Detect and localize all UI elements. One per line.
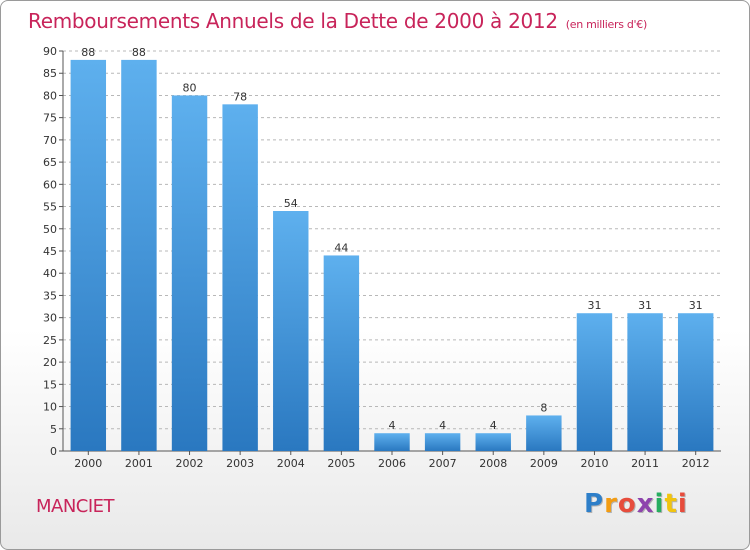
y-tick-label: 30: [43, 312, 57, 325]
bar-2003: [222, 104, 258, 451]
value-label: 31: [587, 299, 601, 312]
y-tick-label: 60: [43, 178, 57, 191]
chart-title-text: Remboursements Annuels de la Dette de 20…: [28, 9, 558, 33]
x-tick-label: 2009: [530, 457, 558, 470]
value-label: 80: [183, 81, 197, 94]
y-tick-label: 15: [43, 378, 57, 391]
x-tick-label: 2012: [682, 457, 710, 470]
x-tick-label: 2000: [74, 457, 102, 470]
y-tick-label: 80: [43, 89, 57, 102]
y-tick-label: 45: [43, 245, 57, 258]
value-label: 4: [439, 419, 446, 432]
logo-letter: r: [604, 489, 618, 519]
bar-2000: [70, 59, 107, 452]
value-label: 54: [284, 197, 298, 210]
x-tick-label: 2002: [176, 457, 204, 470]
axes: 0 5 10 15 20 25 30 35 40 45 50 55 60 65 70 75 80 85 90 2000…: [43, 45, 721, 470]
y-tick-label: 55: [43, 201, 57, 214]
y-tick-label: 10: [43, 401, 57, 414]
value-label: 44: [334, 241, 348, 254]
chart-subtitle: (en milliers d'€): [565, 18, 647, 31]
bar-2011: [627, 313, 663, 451]
logo-letter: x: [636, 489, 655, 519]
y-tick-label: 5: [50, 423, 57, 436]
logo-letter: P: [584, 489, 605, 519]
bar-2010: [576, 313, 613, 451]
bar-2012: [677, 313, 714, 451]
y-tick-label: 0: [50, 445, 57, 458]
logo-letter: i: [677, 489, 688, 519]
chart-title: Remboursements Annuels de la Dette de 20…: [28, 9, 647, 33]
grid: [63, 50, 721, 430]
bar-2004: [273, 211, 309, 451]
x-tick-label: 2007: [429, 457, 457, 470]
x-tick-label: 2003: [226, 457, 254, 470]
y-tick-label: 50: [43, 223, 57, 236]
x-tick-label: 2001: [125, 457, 153, 470]
y-tick-label: 35: [43, 289, 57, 302]
value-label: 88: [81, 46, 95, 59]
bar-2005: [323, 255, 360, 451]
logo-letter: o: [617, 489, 637, 519]
logo-letter: i: [654, 489, 665, 519]
x-tick-label: 2011: [631, 457, 659, 470]
bar-2002: [171, 95, 208, 451]
value-label: 88: [132, 46, 146, 59]
bar-2008: [475, 433, 511, 451]
y-tick-label: 85: [43, 67, 57, 80]
bar-2006: [374, 433, 410, 451]
bar-2009: [526, 415, 562, 451]
y-tick-label: 75: [43, 112, 57, 125]
y-tick-label: 70: [43, 134, 57, 147]
value-label: 31: [638, 299, 652, 312]
value-label: 4: [490, 419, 497, 432]
y-tick-label: 20: [43, 356, 57, 369]
value-label: 78: [233, 90, 247, 103]
x-tick-label: 2006: [378, 457, 406, 470]
logo-letter: t: [664, 489, 678, 519]
bar-2001: [121, 59, 157, 452]
y-tick-label: 40: [43, 267, 57, 280]
commune-name: MANCIET: [36, 496, 115, 517]
x-tick-label: 2010: [580, 457, 608, 470]
value-label: 8: [540, 401, 547, 414]
y-tick-label: 90: [43, 45, 57, 58]
x-tick-label: 2004: [277, 457, 305, 470]
value-label: 31: [689, 299, 703, 312]
y-tick-label: 65: [43, 156, 57, 169]
proxiti-logo: Proxiti: [584, 489, 688, 519]
value-label: 4: [389, 419, 396, 432]
y-tick-label: 25: [43, 334, 57, 347]
x-tick-label: 2005: [327, 457, 355, 470]
bar-2007: [424, 433, 461, 451]
bars: [70, 59, 714, 452]
x-tick-label: 2008: [479, 457, 507, 470]
